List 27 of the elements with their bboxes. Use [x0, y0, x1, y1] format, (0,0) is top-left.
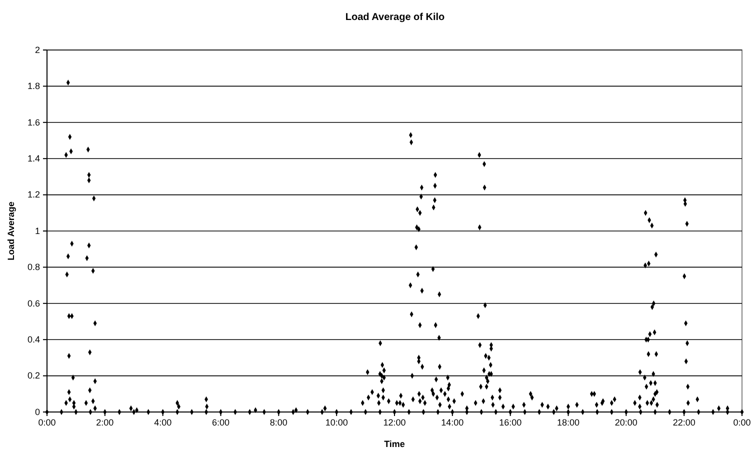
x-tick-label: 16:00 [499, 417, 522, 428]
y-tick-label: 0.6 [27, 298, 40, 308]
y-tick-label: 0.2 [27, 370, 40, 381]
x-tick-label: 22:00 [672, 417, 696, 428]
x-tick-label: 6:00 [212, 417, 230, 428]
y-tick-label: 0 [34, 406, 40, 417]
x-tick-label: 0:00 [733, 417, 751, 428]
x-tick-label: 20:00 [614, 417, 638, 428]
x-tick-label: 10:00 [325, 417, 348, 428]
x-tick-label: 14:00 [441, 417, 464, 428]
y-axis-title: Load Average [6, 202, 16, 260]
x-tick-label: 12:00 [383, 417, 406, 428]
y-tick-label: 2 [34, 44, 40, 55]
x-tick-label: 18:00 [556, 417, 580, 428]
y-tick-label: 1 [34, 226, 40, 236]
y-tick-label: 1.4 [27, 153, 40, 164]
y-tick-label: 1.6 [27, 117, 40, 128]
x-tick-label: 8:00 [270, 417, 288, 428]
chart-title: Load Average of Kilo [345, 12, 445, 23]
x-tick-label: 2:00 [96, 417, 114, 428]
y-tick-label: 0.8 [27, 262, 40, 272]
x-tick-label: 4:00 [154, 417, 172, 428]
y-tick-label: 1.2 [27, 190, 40, 200]
x-axis-title: Time [384, 439, 405, 449]
y-tick-label: 0.4 [27, 334, 40, 344]
y-tick-label: 1.8 [27, 81, 40, 92]
x-tick-label: 0:00 [38, 417, 56, 428]
